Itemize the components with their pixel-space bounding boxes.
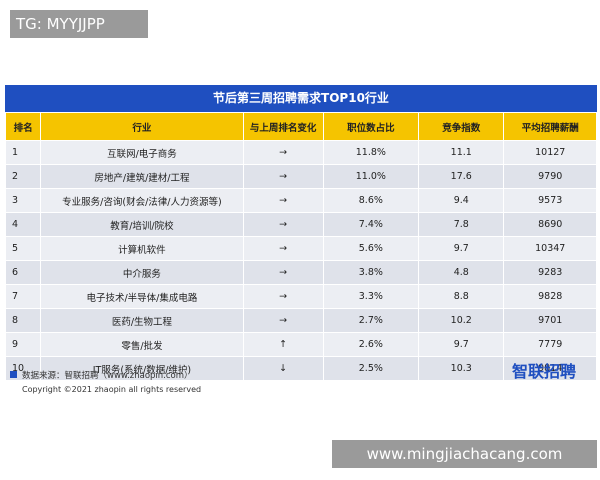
table-cell: 中介服务	[40, 260, 244, 285]
table-row: 8 医药/生物工程 → 2.7% 10.2 9701	[4, 308, 597, 333]
header-cell: 竞争指数	[418, 112, 505, 141]
table-cell: 11.1	[418, 140, 505, 165]
table-cell: 3.8%	[322, 260, 420, 285]
table-cell: 7	[4, 284, 42, 309]
table-row: 7 电子技术/半导体/集成电路 → 3.3% 8.8 9828	[4, 284, 597, 309]
table-cell: 8	[4, 308, 42, 333]
table-cell: 17.6	[418, 164, 505, 189]
table-cell: 9701	[503, 308, 597, 333]
table-cell: 10.3	[418, 356, 505, 381]
table-cell: →	[242, 164, 324, 189]
table-cell: ↓	[242, 356, 324, 381]
table-cell: 11.0%	[322, 164, 420, 189]
table-cell: 5.6%	[322, 236, 420, 261]
table-cell: 11.8%	[322, 140, 420, 165]
badge: TG: MYYJJPP	[10, 10, 148, 38]
table-row: 2 房地产/建筑/建材/工程 → 11.0% 17.6 9790	[4, 164, 597, 189]
table-cell: 互联网/电子商务	[40, 140, 244, 165]
header-cell: 行业	[40, 112, 244, 141]
source-icon	[10, 371, 17, 378]
table-cell: 7779	[503, 332, 597, 357]
table-cell: 医药/生物工程	[40, 308, 244, 333]
table-cell: 2.5%	[322, 356, 420, 381]
table-cell: 9790	[503, 164, 597, 189]
watermark: www.mingjiachacang.com	[332, 440, 597, 468]
table-cell: 2.6%	[322, 332, 420, 357]
table-body: 1 互联网/电子商务 → 11.8% 11.1 10127 2 房地产/建筑/建材/工程 → 11…	[4, 140, 597, 381]
table-cell: 10347	[503, 236, 597, 261]
table-row: 9 零售/批发 ↑ 2.6% 9.7 7779	[4, 332, 597, 357]
table-cell: 9828	[503, 284, 597, 309]
table-cell: →	[242, 308, 324, 333]
table-cell: 9.7	[418, 236, 505, 261]
table-cell: 7.8	[418, 212, 505, 237]
table-cell: 2	[4, 164, 42, 189]
table: 节后第三周招聘需求TOP10行业 排名 行业 与上周排名变化 职位数占比 竞争指数 平均招…	[4, 85, 597, 381]
table-cell: 4.8	[418, 260, 505, 285]
table-cell: →	[242, 140, 324, 165]
table-cell: 8690	[503, 212, 597, 237]
table-cell: 零售/批发	[40, 332, 244, 357]
header-cell: 排名	[4, 112, 42, 141]
table-cell: →	[242, 188, 324, 213]
table-cell: 8.8	[418, 284, 505, 309]
table-row: 6 中介服务 → 3.8% 4.8 9283	[4, 260, 597, 285]
table-cell: IT服务(系统/数据/维护)	[40, 356, 244, 381]
table-cell: ↑	[242, 332, 324, 357]
table-cell: 计算机软件	[40, 236, 244, 261]
logo: 智联招聘	[512, 362, 577, 381]
table-row: 1 互联网/电子商务 → 11.8% 11.1 10127	[4, 140, 597, 165]
table-cell: 9.7	[418, 332, 505, 357]
table-cell: 9.4	[418, 188, 505, 213]
table-cell: 1	[4, 140, 42, 165]
table-cell: 9	[4, 332, 42, 357]
table-row: 10 IT服务(系统/数据/维护) ↓ 2.5% 10.3 9814	[4, 356, 597, 381]
table-row: 4 教育/培训/院校 → 7.4% 7.8 8690	[4, 212, 597, 237]
table-cell: 教育/培训/院校	[40, 212, 244, 237]
table-cell: 6	[4, 260, 42, 285]
table-cell: 3.3%	[322, 284, 420, 309]
copyright: Copyright ©2021 zhaopin all rights reser…	[22, 385, 202, 394]
header-cell: 与上周排名变化	[242, 112, 324, 141]
table-cell: 8.6%	[322, 188, 420, 213]
table-cell: →	[242, 284, 324, 309]
table-cell: 9283	[503, 260, 597, 285]
table-cell: →	[242, 212, 324, 237]
table-cell: 4	[4, 212, 42, 237]
table-cell: 9573	[503, 188, 597, 213]
header-cell: 职位数占比	[322, 112, 420, 141]
header-cell: 平均招聘薪酬	[503, 112, 597, 141]
table-cell: →	[242, 260, 324, 285]
table-cell: 5	[4, 236, 42, 261]
table-cell: 9814	[503, 356, 597, 381]
table-cell: 7.4%	[322, 212, 420, 237]
source-text: 数据来源：智联招聘（www.zhaopin.com）	[22, 371, 193, 381]
table-cell: →	[242, 236, 324, 261]
header-row: 排名 行业 与上周排名变化 职位数占比 竞争指数 平均招聘薪酬	[4, 112, 597, 141]
table-cell: 2.7%	[322, 308, 420, 333]
table-cell: 10.2	[418, 308, 505, 333]
table-cell: 10127	[503, 140, 597, 165]
table-cell: 3	[4, 188, 42, 213]
table-cell: 电子技术/半导体/集成电路	[40, 284, 244, 309]
source: 数据来源：智联招聘（www.zhaopin.com）	[10, 369, 193, 381]
table-row: 5 计算机软件 → 5.6% 9.7 10347	[4, 236, 597, 261]
table-cell: 房地产/建筑/建材/工程	[40, 164, 244, 189]
table-cell: 专业服务/咨询(财会/法律/人力资源等)	[40, 188, 244, 213]
table-title: 节后第三周招聘需求TOP10行业	[5, 85, 597, 112]
table-row: 3 专业服务/咨询(财会/法律/人力资源等) → 8.6% 9.4 9573	[4, 188, 597, 213]
